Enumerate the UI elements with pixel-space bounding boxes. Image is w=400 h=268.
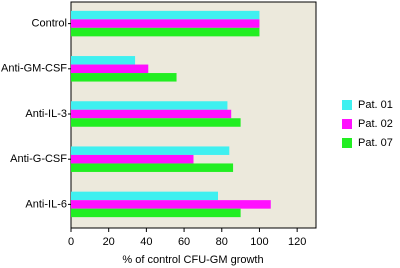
bar <box>71 154 194 164</box>
bar <box>71 64 149 74</box>
y-tick-label: Anti-GM-CSF <box>1 63 67 75</box>
x-tick-label: 0 <box>68 236 74 248</box>
legend-swatch <box>342 119 352 129</box>
y-tick-label: Anti-IL-6 <box>25 198 67 210</box>
x-tick-label: 80 <box>216 236 228 248</box>
x-axis-label: % of control CFU-GM growth <box>122 254 263 266</box>
x-tick-label: 40 <box>140 236 152 248</box>
x-tick-label: 120 <box>288 236 306 248</box>
bar <box>71 191 218 201</box>
legend-swatch <box>342 138 352 148</box>
bar <box>71 19 260 28</box>
bar <box>71 73 177 82</box>
bar <box>71 101 228 110</box>
x-tick-label: 100 <box>250 236 268 248</box>
legend-swatch <box>342 100 352 110</box>
legend-label: Pat. 02 <box>358 118 393 130</box>
bar <box>71 27 260 37</box>
legend-label: Pat. 01 <box>358 99 393 111</box>
bar <box>71 118 241 127</box>
y-tick-label: Anti-G-CSF <box>10 153 67 165</box>
bar <box>71 208 241 218</box>
bar <box>71 56 136 65</box>
bar <box>71 163 234 172</box>
bar <box>71 146 230 155</box>
bar <box>71 10 260 20</box>
y-tick-label: Anti-IL-3 <box>25 108 67 120</box>
bar <box>71 200 271 209</box>
legend-label: Pat. 07 <box>358 137 393 149</box>
bar <box>71 109 232 119</box>
x-tick-label: 60 <box>178 236 190 248</box>
y-tick-label: Control <box>32 18 67 30</box>
x-tick-label: 20 <box>103 236 115 248</box>
